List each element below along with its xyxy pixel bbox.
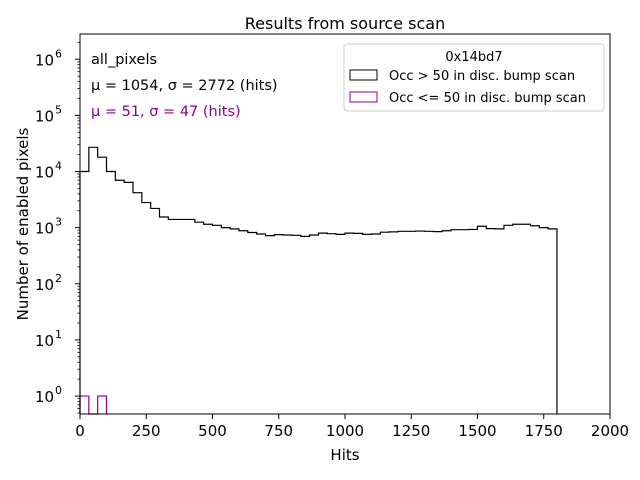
series-0-bin <box>416 231 425 414</box>
series-0-bin <box>212 225 221 414</box>
x-tick-label: 1750 <box>525 422 563 440</box>
series-0-bin <box>283 235 292 414</box>
series-0-bin <box>327 234 336 414</box>
series-0-bin <box>124 182 133 414</box>
legend-swatch-low <box>349 91 378 103</box>
y-tick-exponent: 0 <box>55 384 62 397</box>
series-0-bin <box>513 224 522 414</box>
series-1-bin <box>80 396 89 414</box>
series-0-bin <box>380 232 389 414</box>
legend: 0x14bd7 Occ > 50 in disc. bump scan Occ … <box>343 43 605 112</box>
series-0-bin <box>548 229 557 414</box>
chart-title: Results from source scan <box>245 14 445 33</box>
series-0-bin <box>451 230 460 414</box>
y-tick-label: 10 <box>35 220 54 238</box>
y-tick-exponent: 2 <box>55 272 62 285</box>
series-0-bin <box>477 226 486 414</box>
series-0-bin <box>257 234 266 414</box>
legend-title: 0x14bd7 <box>445 50 502 65</box>
y-tick-label: 10 <box>35 388 54 406</box>
y-tick-label: 10 <box>35 332 54 350</box>
y-tick-exponent: 1 <box>55 328 62 341</box>
legend-swatch-high <box>349 69 378 81</box>
series-0-bin <box>133 193 142 414</box>
series-0-bin <box>301 236 310 414</box>
series-0-bin <box>115 180 124 414</box>
series-0-bin <box>159 217 168 414</box>
series-0-bin <box>469 229 478 414</box>
series-0-bin <box>504 225 513 414</box>
series-0-bin <box>318 233 327 414</box>
series-0-bin <box>433 232 442 414</box>
series-0-bin <box>80 172 89 414</box>
series-0-bin <box>292 235 301 414</box>
series-0-bin <box>186 219 195 414</box>
series-0-bin <box>495 229 504 414</box>
x-tick-label: 250 <box>132 422 161 440</box>
series-0-bin <box>486 229 495 414</box>
dataset-label: all_pixels <box>91 52 157 68</box>
legend-entry-low: Occ <= 50 in disc. bump scan <box>389 91 586 106</box>
series-0-bin <box>424 231 433 414</box>
series-0-outline <box>79 146 558 414</box>
series-0-bin <box>363 234 372 414</box>
series-0-bin <box>98 157 107 414</box>
x-tick-label: 750 <box>264 422 293 440</box>
series-0-bin <box>389 232 398 414</box>
y-tick-label: 10 <box>35 276 54 294</box>
series-0-bin <box>168 219 177 414</box>
series-0-bin <box>274 235 283 414</box>
series-0-bin <box>310 235 319 414</box>
series-0-bin <box>239 231 248 414</box>
series-0-bin <box>151 208 160 414</box>
series-0-bin <box>371 234 380 414</box>
x-tick-label: 500 <box>198 422 227 440</box>
y-tick-label: 10 <box>35 51 54 69</box>
series-0-bin <box>221 228 230 414</box>
y-tick-exponent: 4 <box>55 160 62 173</box>
series-0-bin <box>354 233 363 414</box>
series-0-bin <box>248 232 257 414</box>
series-0-bin <box>345 233 354 414</box>
series-0-bin <box>177 219 186 414</box>
plot-area <box>79 146 558 415</box>
y-axis-label: Number of enabled pixels <box>14 127 32 320</box>
series-0-bin <box>230 229 239 414</box>
series-0-bin <box>398 231 407 414</box>
stats-main: μ = 1054, σ = 2772 (hits) <box>91 78 278 94</box>
series-0-bin <box>460 230 469 414</box>
series-0-bin <box>336 234 345 414</box>
x-tick-label: 0 <box>75 422 85 440</box>
series-0-bin <box>89 147 98 414</box>
legend-entry-high: Occ > 50 in disc. bump scan <box>389 69 575 84</box>
series-0-bin <box>539 228 548 414</box>
series-0-bin <box>407 231 416 414</box>
x-tick-label: 1000 <box>326 422 364 440</box>
series-0-bin <box>265 236 274 414</box>
series-0-bin <box>106 172 115 414</box>
series-0-bin <box>195 222 204 414</box>
series-0-bin <box>522 224 531 414</box>
legend-frame <box>343 43 605 112</box>
x-axis-label: Hits <box>330 446 359 464</box>
y-tick-exponent: 6 <box>55 47 62 60</box>
y-tick-label: 10 <box>35 164 54 182</box>
y-tick-exponent: 5 <box>55 103 62 116</box>
x-tick-label: 2000 <box>591 422 629 440</box>
x-tick-label: 1500 <box>458 422 496 440</box>
series-0-bin <box>530 226 539 414</box>
series-0-bin <box>442 231 451 414</box>
y-tick-exponent: 3 <box>55 216 62 229</box>
x-axis: 0 250 500 750 1000 1250 1500 1750 2000 <box>75 414 629 440</box>
series-0-bin <box>142 203 151 414</box>
stats-low: μ = 51, σ = 47 (hits) <box>91 104 241 120</box>
y-tick-label: 10 <box>35 107 54 125</box>
series-0-bin <box>204 224 213 414</box>
x-tick-label: 1250 <box>392 422 430 440</box>
series-1-bin <box>98 396 107 414</box>
series-1-outline <box>79 395 108 415</box>
